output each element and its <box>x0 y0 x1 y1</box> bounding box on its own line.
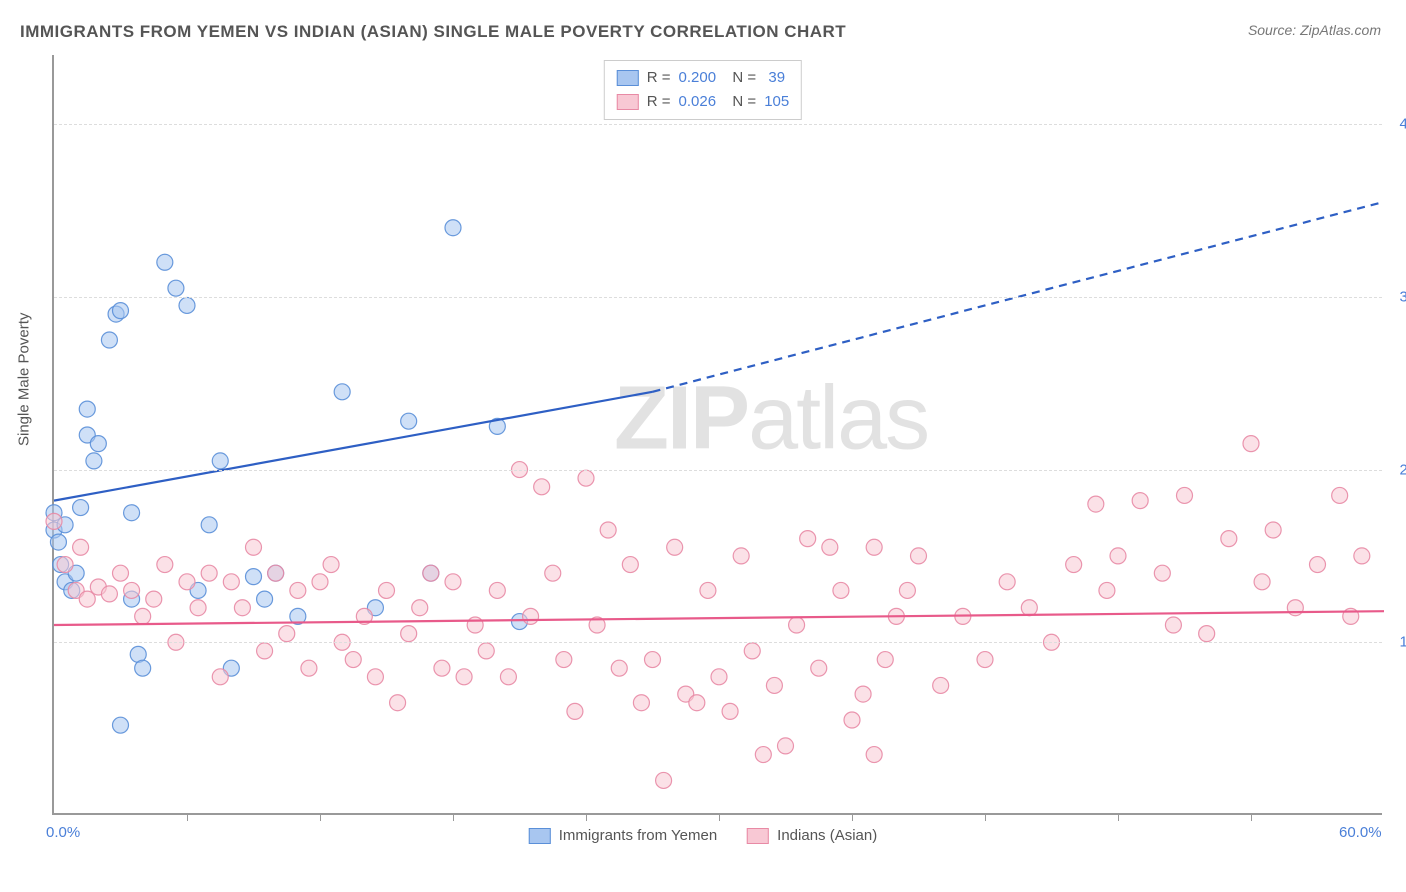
legend-row-indian: R = 0.026 N = 105 <box>617 90 789 114</box>
plot-area: ZIPatlas 10.0%20.0%30.0%40.0%0.0%60.0% <box>52 55 1382 815</box>
legend-swatch-indian-bottom <box>747 828 769 844</box>
y-tick-label: 40.0% <box>1399 116 1406 133</box>
y-axis-label: Single Male Poverty <box>16 313 33 446</box>
legend-swatch-yemen <box>617 70 639 86</box>
legend-row-yemen: R = 0.200 N = 39 <box>617 66 789 90</box>
legend-n-label: N = <box>724 66 756 90</box>
correlation-legend: R = 0.200 N = 39 R = 0.026 N = 105 <box>604 60 802 120</box>
legend-n-indian: 105 <box>764 90 789 114</box>
series-legend: Immigrants from Yemen Indians (Asian) <box>529 827 877 844</box>
chart-title: IMMIGRANTS FROM YEMEN VS INDIAN (ASIAN) … <box>20 22 846 42</box>
legend-r-indian: 0.026 <box>679 90 717 114</box>
legend-r-yemen: 0.200 <box>679 66 717 90</box>
y-tick-label: 20.0% <box>1399 461 1406 478</box>
chart-container: IMMIGRANTS FROM YEMEN VS INDIAN (ASIAN) … <box>0 0 1406 892</box>
source-name: ZipAtlas.com <box>1300 22 1381 38</box>
legend-n-label: N = <box>724 90 756 114</box>
legend-item-indian: Indians (Asian) <box>747 827 877 844</box>
x-tick-label: 0.0% <box>46 824 80 841</box>
legend-n-yemen: 39 <box>764 66 785 90</box>
legend-swatch-indian <box>617 94 639 110</box>
source-label: Source: <box>1248 22 1296 38</box>
source-attribution: Source: ZipAtlas.com <box>1248 22 1381 38</box>
legend-label-yemen: Immigrants from Yemen <box>559 827 717 844</box>
y-tick-label: 30.0% <box>1399 288 1406 305</box>
legend-label-indian: Indians (Asian) <box>777 827 877 844</box>
legend-r-label: R = <box>647 90 671 114</box>
scatter-plot-svg <box>54 55 1382 813</box>
legend-r-label: R = <box>647 66 671 90</box>
y-tick-label: 10.0% <box>1399 634 1406 651</box>
legend-swatch-yemen-bottom <box>529 828 551 844</box>
x-tick-label: 60.0% <box>1339 824 1382 841</box>
legend-item-yemen: Immigrants from Yemen <box>529 827 717 844</box>
